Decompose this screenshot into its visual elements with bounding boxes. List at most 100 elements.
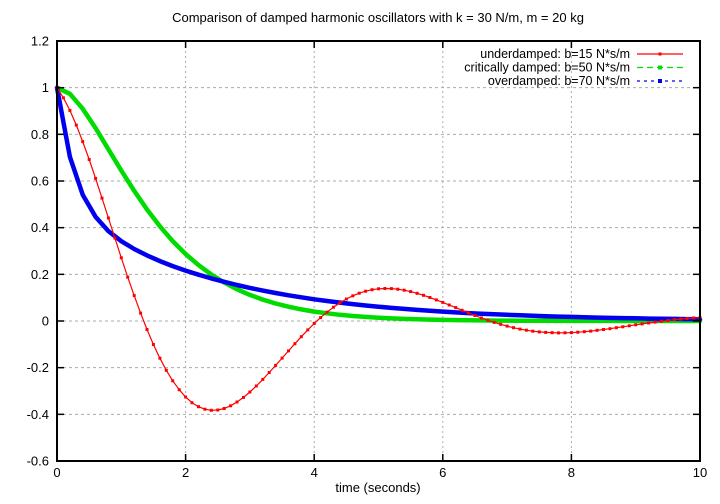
series-underdamped-marker bbox=[306, 328, 310, 332]
series-underdamped-marker bbox=[139, 311, 143, 315]
series-underdamped-marker bbox=[171, 379, 175, 383]
y-tick-label: 0.8 bbox=[31, 127, 49, 142]
series-underdamped-marker bbox=[377, 287, 380, 291]
series-underdamped-marker bbox=[100, 196, 104, 200]
series-underdamped-marker bbox=[332, 305, 335, 309]
legend-marker-overdamped bbox=[658, 79, 662, 83]
series-overdamped-line bbox=[54, 85, 703, 322]
series-underdamped-marker bbox=[113, 236, 117, 240]
series-underdamped-marker bbox=[460, 308, 464, 312]
series-underdamped-marker bbox=[248, 390, 252, 394]
series-underdamped-marker bbox=[409, 290, 413, 294]
series-underdamped-marker bbox=[274, 363, 278, 367]
series-underdamped-marker bbox=[389, 287, 393, 291]
series-underdamped-marker bbox=[261, 377, 265, 381]
series-underdamped-marker bbox=[653, 320, 657, 324]
series-underdamped-marker bbox=[672, 318, 676, 322]
plot-border bbox=[56, 40, 701, 462]
series-underdamped-marker bbox=[447, 303, 451, 307]
series-underdamped-marker bbox=[396, 287, 400, 291]
series-underdamped-marker bbox=[544, 330, 548, 334]
series-underdamped-marker bbox=[428, 296, 432, 299]
series-underdamped-marker bbox=[190, 401, 194, 405]
legend-marker-critically-damped bbox=[658, 65, 662, 70]
series-underdamped-marker bbox=[640, 322, 644, 326]
series-underdamped-marker bbox=[505, 324, 509, 328]
series-underdamped-marker bbox=[479, 316, 483, 320]
series-underdamped-marker bbox=[164, 368, 168, 372]
series-underdamped-marker bbox=[177, 388, 181, 392]
x-axis-label: time (seconds) bbox=[335, 480, 420, 495]
y-tick-label: 1.2 bbox=[31, 34, 49, 49]
legend-label-overdamped: overdamped: b=70 N*s/m bbox=[488, 74, 630, 88]
y-tick-label: 0.2 bbox=[31, 267, 49, 282]
x-tick-label: 4 bbox=[311, 465, 318, 480]
series-underdamped-marker bbox=[119, 256, 123, 260]
y-tick-label: 0.6 bbox=[31, 174, 49, 189]
series-underdamped-marker bbox=[312, 322, 316, 325]
series-underdamped-marker bbox=[582, 330, 586, 334]
series-underdamped-marker bbox=[550, 331, 554, 335]
series-curves bbox=[54, 85, 703, 412]
series-underdamped-marker bbox=[319, 316, 323, 320]
series-underdamped-marker bbox=[595, 328, 599, 332]
series-underdamped-marker bbox=[647, 321, 651, 325]
series-underdamped-marker bbox=[158, 356, 162, 360]
series-underdamped-marker bbox=[537, 330, 541, 334]
series-underdamped-marker bbox=[145, 328, 149, 331]
series-underdamped-marker bbox=[614, 326, 618, 330]
legend-label-critically-damped: critically damped: b=50 N*s/m bbox=[464, 61, 630, 75]
series-underdamped-marker bbox=[229, 404, 233, 408]
series-underdamped-marker bbox=[151, 343, 155, 346]
series-underdamped-marker bbox=[235, 400, 239, 404]
series-underdamped-marker bbox=[325, 310, 329, 314]
series-underdamped-marker bbox=[68, 108, 72, 112]
series-underdamped-marker bbox=[74, 123, 78, 127]
legend-marker-underdamped bbox=[658, 52, 662, 56]
series-underdamped-marker bbox=[364, 289, 368, 293]
series-underdamped-marker bbox=[454, 306, 458, 310]
series-underdamped-marker bbox=[685, 317, 689, 320]
series-underdamped-marker bbox=[344, 297, 348, 301]
series-underdamped-marker bbox=[524, 328, 528, 332]
series-underdamped-marker bbox=[531, 329, 535, 333]
series-underdamped-marker bbox=[518, 327, 522, 331]
series-underdamped-marker bbox=[576, 330, 580, 334]
y-tick-label: -0.4 bbox=[27, 407, 49, 422]
series-underdamped-marker bbox=[254, 384, 258, 388]
series-critically-damped-line bbox=[54, 85, 703, 324]
axes: 0 2 4 6 8 10 1.2 1 0.8 0.6 0.4 0.2 0 -0.2 -0.4 -0.6 bbox=[27, 34, 708, 481]
series-underdamped-marker bbox=[563, 331, 567, 335]
series-underdamped-marker bbox=[467, 311, 470, 315]
y-tick-label: -0.2 bbox=[27, 360, 49, 375]
series-underdamped-marker bbox=[87, 158, 91, 161]
series-underdamped-marker bbox=[280, 356, 284, 360]
x-tick-label: 8 bbox=[568, 465, 575, 480]
series-underdamped-marker bbox=[94, 176, 98, 180]
series-underdamped-marker bbox=[203, 407, 207, 411]
series-underdamped-marker bbox=[486, 318, 490, 322]
series-underdamped-marker bbox=[293, 342, 297, 346]
series-underdamped-marker bbox=[370, 288, 374, 292]
series-underdamped-marker bbox=[242, 395, 245, 399]
y-tick-label: -0.6 bbox=[27, 454, 49, 469]
x-tick-label: 0 bbox=[53, 465, 60, 480]
legend-label-underdamped: underdamped: b=15 N*s/m bbox=[480, 47, 630, 61]
series-underdamped-marker bbox=[402, 288, 406, 292]
series-underdamped-marker bbox=[659, 319, 663, 323]
series-underdamped-marker bbox=[512, 326, 515, 330]
series-underdamped-marker bbox=[61, 96, 65, 100]
y-tick-label: 0 bbox=[42, 314, 49, 329]
series-underdamped-marker bbox=[338, 301, 342, 305]
series-underdamped-marker bbox=[299, 335, 303, 339]
series-underdamped-marker bbox=[126, 275, 130, 279]
series-underdamped-marker bbox=[287, 349, 290, 353]
series-underdamped-marker bbox=[634, 323, 638, 327]
series-underdamped-marker bbox=[106, 216, 110, 220]
series-underdamped-marker bbox=[608, 327, 612, 331]
series-underdamped-marker bbox=[441, 300, 445, 304]
series-underdamped-marker bbox=[666, 319, 670, 322]
x-tick-label: 6 bbox=[439, 465, 446, 480]
